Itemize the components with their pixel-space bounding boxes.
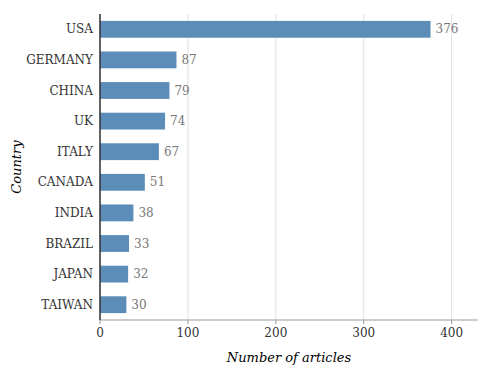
tick-mark bbox=[363, 320, 364, 324]
grid-line bbox=[275, 14, 276, 320]
data-label: 51 bbox=[150, 175, 165, 189]
x-tick-label: 100 bbox=[176, 326, 199, 340]
tick-mark bbox=[100, 320, 101, 324]
bar bbox=[100, 235, 129, 252]
x-axis-line bbox=[100, 320, 478, 321]
x-tick-label: 400 bbox=[440, 326, 463, 340]
y-tick-label: UK bbox=[74, 114, 94, 128]
grid-line bbox=[451, 14, 452, 320]
bar bbox=[100, 174, 145, 191]
y-axis: USA GERMANY CHINA UK ITALY CANADA INDIA BRAZIL J… bbox=[26, 14, 100, 320]
x-axis-title: Number of articles bbox=[226, 350, 352, 365]
tick-mark bbox=[451, 320, 452, 324]
data-label: 74 bbox=[170, 114, 186, 128]
y-tick-label: JAPAN bbox=[51, 267, 93, 281]
bar bbox=[100, 51, 176, 68]
bar bbox=[100, 204, 133, 221]
bar bbox=[100, 113, 165, 130]
data-label: 32 bbox=[133, 267, 148, 281]
y-tick-label: TAIWAN bbox=[41, 298, 93, 312]
grid bbox=[100, 14, 452, 320]
data-labels: 376 87 79 74 67 51 38 33 32 30 bbox=[131, 22, 458, 311]
bar bbox=[100, 82, 169, 99]
chart-svg: 0 100 200 300 400 376 87 79 74 67 51 38 33 32 30 USA GER… bbox=[0, 0, 500, 372]
y-tick-label: CHINA bbox=[49, 84, 93, 98]
data-label: 376 bbox=[436, 22, 459, 36]
chart-container: 0 100 200 300 400 376 87 79 74 67 51 38 33 32 30 USA GER… bbox=[0, 0, 500, 372]
bar bbox=[100, 296, 126, 313]
data-label: 30 bbox=[131, 298, 146, 312]
grid-line bbox=[363, 14, 364, 320]
y-axis-title: Country bbox=[9, 140, 24, 194]
bars bbox=[100, 21, 431, 313]
bar bbox=[100, 143, 159, 160]
data-label: 87 bbox=[181, 53, 196, 67]
y-tick-label: GERMANY bbox=[26, 53, 94, 67]
y-tick-label: USA bbox=[66, 22, 93, 36]
x-tick-label: 0 bbox=[96, 326, 104, 340]
tick-mark bbox=[275, 320, 276, 324]
y-tick-label: BRAZIL bbox=[45, 237, 93, 251]
bar bbox=[100, 266, 128, 283]
x-tick-label: 300 bbox=[352, 326, 375, 340]
y-tick-label: INDIA bbox=[55, 206, 94, 220]
grid-line bbox=[100, 14, 101, 320]
data-label: 79 bbox=[174, 84, 189, 98]
y-tick-label: CANADA bbox=[38, 175, 94, 189]
x-tick-label: 200 bbox=[264, 326, 287, 340]
data-label: 67 bbox=[164, 145, 179, 159]
y-tick-label: ITALY bbox=[57, 145, 94, 159]
data-label: 33 bbox=[134, 237, 149, 251]
data-label: 38 bbox=[138, 206, 153, 220]
y-axis-line bbox=[99, 14, 101, 320]
tick-mark bbox=[187, 320, 188, 324]
x-axis: 0 100 200 300 400 bbox=[96, 320, 478, 340]
bar bbox=[100, 21, 431, 38]
